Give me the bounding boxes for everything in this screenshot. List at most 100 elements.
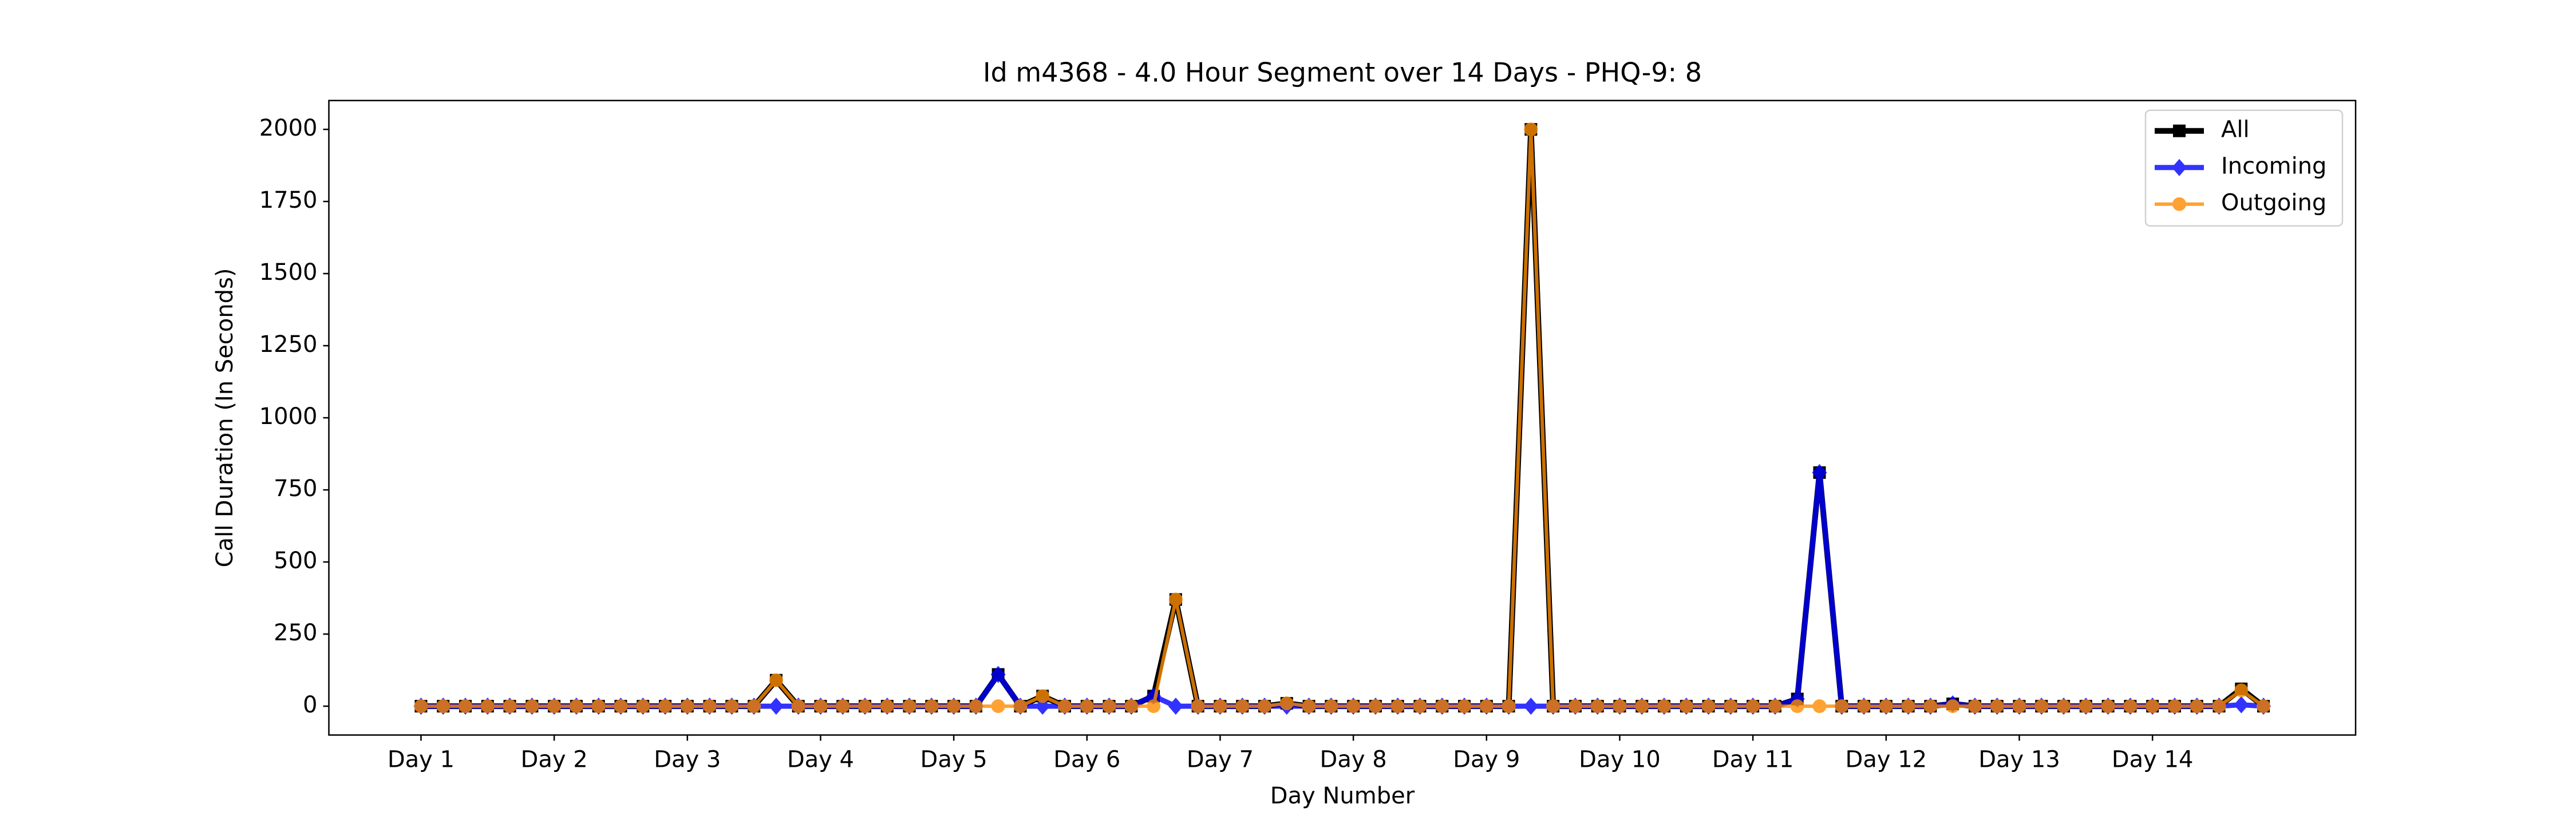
marker <box>768 698 784 715</box>
marker <box>924 699 939 714</box>
marker <box>1213 699 1227 714</box>
marker <box>858 699 872 714</box>
marker <box>1812 699 1827 714</box>
marker <box>2057 699 2071 714</box>
marker <box>614 699 628 714</box>
marker <box>836 699 850 714</box>
marker <box>991 699 1005 714</box>
marker <box>1990 699 2004 714</box>
marker <box>969 699 983 714</box>
marker <box>525 699 539 714</box>
marker <box>702 699 717 714</box>
marker <box>1613 699 1627 714</box>
marker <box>1812 464 1827 481</box>
marker <box>725 699 739 714</box>
legend: All Incoming Outgoing <box>2144 109 2344 227</box>
marker <box>569 699 583 714</box>
x-axis-label: Day Number <box>1270 783 1415 809</box>
marker <box>1235 699 1250 714</box>
marker <box>947 699 961 714</box>
marker <box>1657 699 1672 714</box>
marker <box>1036 689 1050 703</box>
y-tick-label: 500 <box>274 548 317 574</box>
marker <box>1679 699 1693 714</box>
marker <box>1058 699 1072 714</box>
x-tick-label: Day 1 <box>388 747 455 773</box>
marker <box>1457 699 1472 714</box>
marker <box>1768 699 1782 714</box>
y-tick-label: 1500 <box>259 259 318 286</box>
marker <box>503 699 517 714</box>
marker <box>1324 699 1338 714</box>
marker <box>2234 696 2249 714</box>
chart-title: Id m4368 - 4.0 Hour Segment over 14 Days… <box>983 57 1702 88</box>
marker <box>1124 699 1139 714</box>
marker <box>1390 699 1405 714</box>
marker <box>1435 699 1449 714</box>
legend-label: Outgoing <box>2221 190 2326 216</box>
x-tick-label: Day 14 <box>2112 747 2194 773</box>
y-tick-label: 1250 <box>259 331 318 358</box>
marker <box>1279 696 1294 711</box>
marker <box>1102 699 1116 714</box>
x-tick-label: Day 10 <box>1579 747 1661 773</box>
marker <box>2123 699 2138 714</box>
plot-frame <box>328 100 2357 736</box>
y-tick-label: 1750 <box>259 187 318 213</box>
marker <box>1724 699 1738 714</box>
marker <box>1790 699 1804 714</box>
marker <box>1701 699 1716 714</box>
marker <box>1523 698 1539 715</box>
marker <box>2257 699 2271 714</box>
y-tick-label: 750 <box>274 476 317 502</box>
y-tick-label: 1000 <box>259 403 318 430</box>
marker <box>769 673 783 687</box>
legend-entry <box>2155 124 2204 137</box>
marker <box>1302 699 1316 714</box>
marker <box>2234 683 2249 698</box>
x-tick-label: Day 4 <box>787 747 854 773</box>
marker <box>2079 699 2093 714</box>
marker <box>791 699 805 714</box>
y-tick-label: 250 <box>274 620 317 646</box>
marker <box>1191 699 1205 714</box>
x-tick-label: Day 12 <box>1846 747 1927 773</box>
x-tick-label: Day 7 <box>1187 747 1254 773</box>
x-tick-label: Day 9 <box>1453 747 1520 773</box>
legend-box <box>2144 109 2344 227</box>
marker <box>1346 699 1361 714</box>
marker <box>1857 699 1871 714</box>
marker <box>436 699 451 714</box>
marker <box>880 699 894 714</box>
x-tick-label: Day 11 <box>1712 747 1794 773</box>
x-tick-label: Day 6 <box>1053 747 1120 773</box>
marker <box>458 699 472 714</box>
marker <box>1479 699 1494 714</box>
marker <box>2146 699 2160 714</box>
x-tick-label: Day 8 <box>1320 747 1387 773</box>
marker <box>1413 699 1427 714</box>
marker <box>591 699 606 714</box>
marker <box>1013 699 1028 714</box>
marker <box>990 665 1006 683</box>
marker <box>2212 699 2226 714</box>
marker <box>1835 699 1849 714</box>
marker <box>1524 122 1538 137</box>
marker <box>1746 699 1760 714</box>
marker <box>2172 159 2187 176</box>
marker <box>2190 699 2204 714</box>
marker <box>1147 699 1161 714</box>
marker <box>1901 699 1915 714</box>
legend-label: Incoming <box>2221 153 2326 180</box>
marker <box>2034 699 2049 714</box>
marker <box>1368 699 1382 714</box>
x-tick-label: Day 5 <box>920 747 987 773</box>
marker <box>2012 699 2026 714</box>
marker <box>1568 699 1582 714</box>
marker <box>747 699 761 714</box>
marker <box>480 699 495 714</box>
y-tick-label: 2000 <box>259 115 318 141</box>
marker <box>902 699 916 714</box>
marker <box>1967 699 1982 714</box>
